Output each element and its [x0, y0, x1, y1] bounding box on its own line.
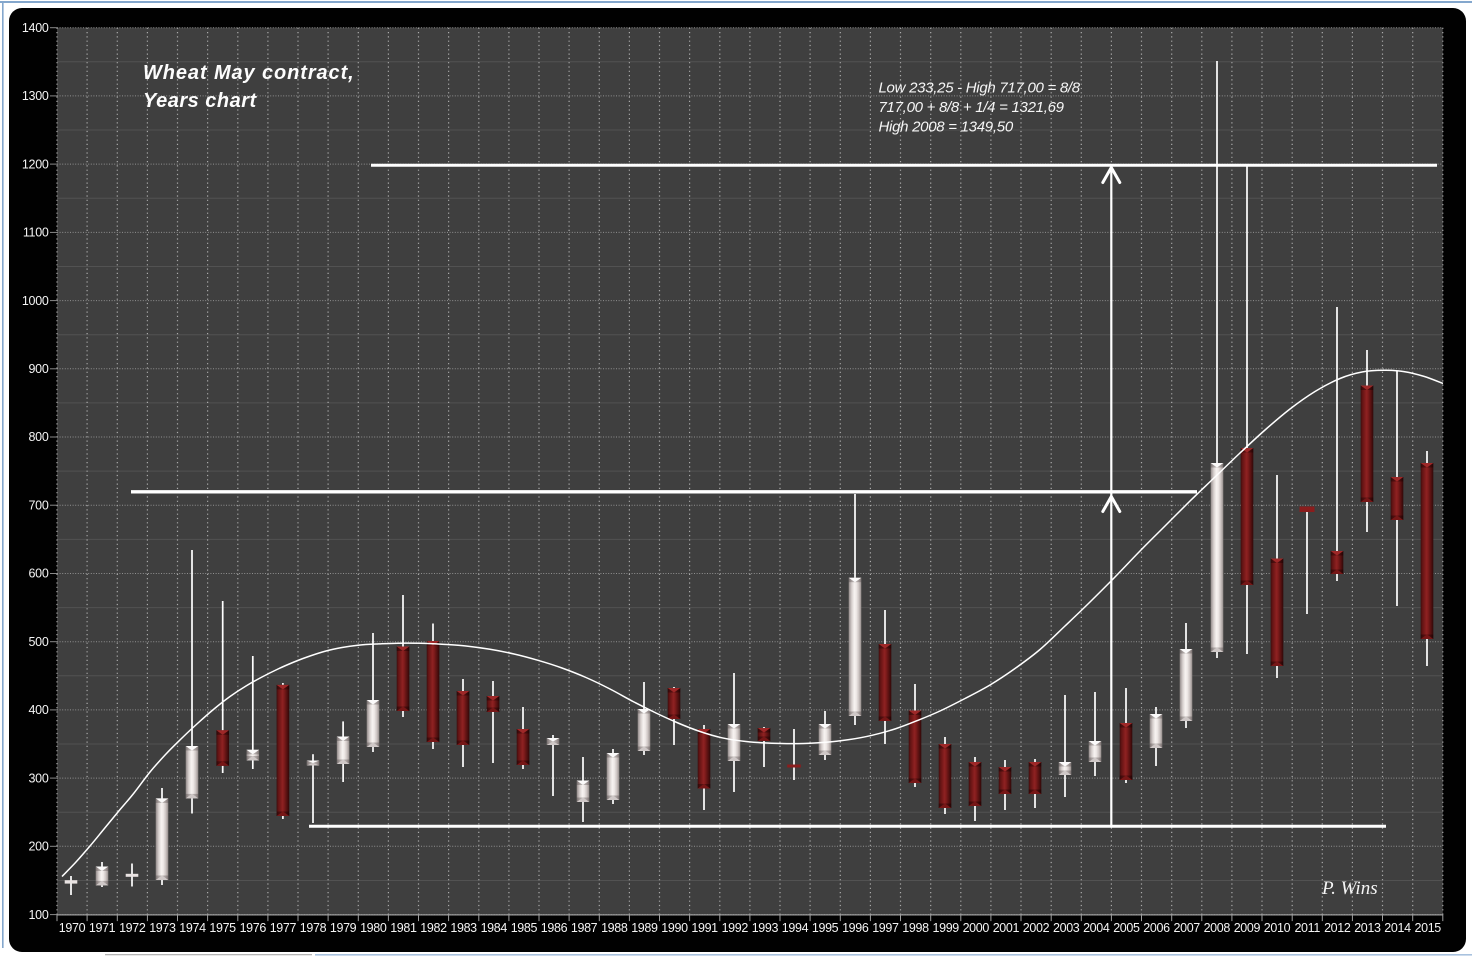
svg-text:1992: 1992	[722, 921, 749, 935]
svg-text:700: 700	[29, 498, 49, 512]
svg-text:1985: 1985	[511, 921, 538, 935]
svg-text:2002: 2002	[1023, 921, 1050, 935]
svg-text:2015: 2015	[1414, 921, 1441, 935]
svg-text:1987: 1987	[571, 921, 598, 935]
svg-text:2006: 2006	[1143, 921, 1170, 935]
svg-text:200: 200	[29, 840, 49, 854]
svg-text:2001: 2001	[993, 921, 1020, 935]
svg-text:900: 900	[29, 362, 49, 376]
svg-text:1980: 1980	[360, 921, 387, 935]
svg-text:1984: 1984	[481, 921, 508, 935]
svg-text:2013: 2013	[1354, 921, 1381, 935]
svg-text:Years chart: Years chart	[143, 90, 258, 112]
svg-text:2000: 2000	[963, 921, 990, 935]
svg-text:1400: 1400	[22, 21, 49, 35]
svg-text:1997: 1997	[872, 921, 899, 935]
svg-text:1988: 1988	[601, 921, 628, 935]
svg-text:1983: 1983	[450, 921, 477, 935]
svg-text:1975: 1975	[209, 921, 236, 935]
svg-text:1993: 1993	[752, 921, 779, 935]
svg-text:1977: 1977	[270, 921, 297, 935]
svg-text:1994: 1994	[782, 921, 809, 935]
svg-text:100: 100	[29, 908, 49, 922]
svg-text:1200: 1200	[22, 157, 49, 171]
svg-text:1970: 1970	[59, 921, 86, 935]
svg-text:1995: 1995	[812, 921, 839, 935]
svg-text:1974: 1974	[179, 921, 206, 935]
svg-text:2008: 2008	[1204, 921, 1231, 935]
svg-text:1981: 1981	[390, 921, 417, 935]
svg-text:1978: 1978	[300, 921, 327, 935]
svg-text:400: 400	[29, 703, 49, 717]
svg-text:800: 800	[29, 430, 49, 444]
svg-text:1973: 1973	[149, 921, 176, 935]
svg-text:1998: 1998	[902, 921, 929, 935]
svg-text:1991: 1991	[691, 921, 718, 935]
svg-text:1979: 1979	[330, 921, 357, 935]
svg-text:500: 500	[29, 635, 49, 649]
svg-text:1971: 1971	[89, 921, 116, 935]
svg-text:1996: 1996	[842, 921, 869, 935]
svg-text:1989: 1989	[631, 921, 658, 935]
svg-text:2014: 2014	[1384, 921, 1411, 935]
svg-text:1986: 1986	[541, 921, 568, 935]
svg-text:1982: 1982	[420, 921, 447, 935]
svg-text:2007: 2007	[1173, 921, 1200, 935]
svg-text:1999: 1999	[932, 921, 959, 935]
svg-text:Wheat May contract,: Wheat May contract,	[143, 62, 355, 84]
svg-text:2004: 2004	[1083, 921, 1110, 935]
svg-text:2003: 2003	[1053, 921, 1080, 935]
svg-text:2011: 2011	[1294, 921, 1320, 935]
svg-text:1976: 1976	[240, 921, 267, 935]
svg-text:1300: 1300	[22, 89, 49, 103]
svg-text:2005: 2005	[1113, 921, 1140, 935]
svg-text:2012: 2012	[1324, 921, 1351, 935]
svg-text:717,00 + 8/8 + 1/4 = 1321,69: 717,00 + 8/8 + 1/4 = 1321,69	[879, 99, 1065, 116]
svg-text:1000: 1000	[22, 294, 49, 308]
svg-text:1972: 1972	[119, 921, 146, 935]
svg-text:2010: 2010	[1264, 921, 1291, 935]
svg-text:P. Wins: P. Wins	[1321, 878, 1378, 899]
svg-text:600: 600	[29, 567, 49, 581]
svg-text:2009: 2009	[1234, 921, 1261, 935]
svg-text:High 2008 = 1349,50: High 2008 = 1349,50	[879, 118, 1014, 135]
svg-text:300: 300	[29, 771, 49, 785]
svg-text:1990: 1990	[661, 921, 688, 935]
svg-text:1100: 1100	[23, 226, 49, 240]
svg-text:Low 233,25 - High 717,00 = 8/8: Low 233,25 - High 717,00 = 8/8	[879, 79, 1081, 96]
